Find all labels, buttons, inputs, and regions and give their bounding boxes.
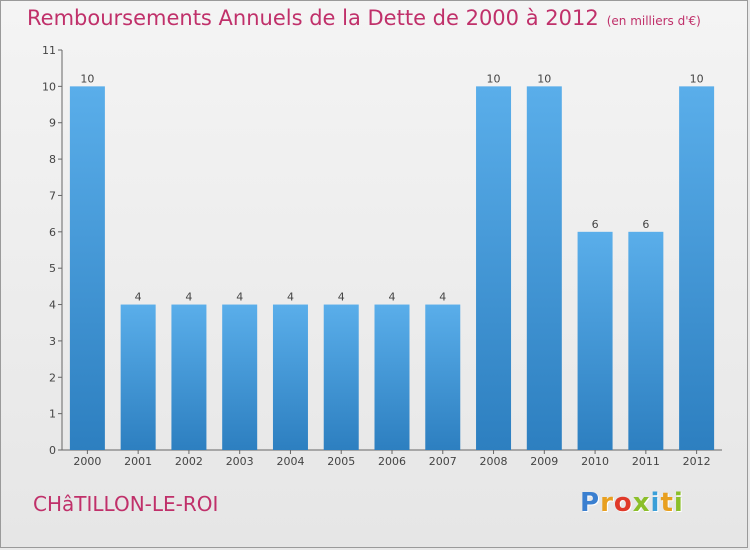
bar <box>120 304 156 450</box>
chart-subtitle: (en milliers d'€) <box>606 14 701 28</box>
logo-letter: P <box>580 488 601 518</box>
bar-value-label: 4 <box>135 291 142 304</box>
y-tick-label: 5 <box>49 262 56 275</box>
x-tick-label: 2006 <box>378 455 406 468</box>
logo-letter: o <box>613 488 633 518</box>
x-tick-label: 2004 <box>276 455 304 468</box>
bar <box>171 304 207 450</box>
x-tick-label: 2005 <box>327 455 355 468</box>
y-tick-label: 9 <box>49 117 56 130</box>
y-tick-label: 1 <box>49 408 56 421</box>
x-tick-label: 2001 <box>124 455 152 468</box>
bar <box>577 231 613 450</box>
bar-value-label: 10 <box>80 72 94 85</box>
x-tick-label: 2003 <box>226 455 254 468</box>
y-tick-label: 3 <box>49 335 56 348</box>
x-tick-label: 2000 <box>73 455 101 468</box>
bar <box>374 304 410 450</box>
bar-value-label: 4 <box>185 291 192 304</box>
y-tick-label: 8 <box>49 153 56 166</box>
bar <box>476 86 512 450</box>
bar-value-label: 10 <box>537 72 551 85</box>
logo-letter: i <box>673 488 684 518</box>
bar-value-label: 4 <box>389 291 396 304</box>
x-tick-label: 2007 <box>429 455 457 468</box>
x-tick-label: 2011 <box>632 455 660 468</box>
logo-letter: i <box>650 488 661 518</box>
x-tick-label: 2002 <box>175 455 203 468</box>
bar-value-label: 6 <box>592 218 599 231</box>
proxiti-logo[interactable]: Proxiti <box>580 488 684 518</box>
bar-value-label: 4 <box>439 291 446 304</box>
x-tick-label: 2008 <box>480 455 508 468</box>
bar <box>222 304 258 450</box>
logo-letter: x <box>632 488 651 518</box>
bar <box>425 304 461 450</box>
bar <box>679 86 715 450</box>
y-tick-label: 6 <box>49 226 56 239</box>
y-tick-label: 4 <box>49 299 56 312</box>
bar <box>526 86 562 450</box>
y-tick-label: 10 <box>42 80 56 93</box>
chart-title-text: Remboursements Annuels de la Dette de 20… <box>27 6 599 30</box>
bar <box>69 86 105 450</box>
commune-name: CHâTILLON-LE-ROI <box>33 492 219 516</box>
bar-value-label: 4 <box>287 291 294 304</box>
bar-value-label: 10 <box>487 72 501 85</box>
x-tick-label: 2012 <box>683 455 711 468</box>
bar-value-label: 4 <box>338 291 345 304</box>
logo-letter: t <box>660 488 674 518</box>
bar <box>272 304 308 450</box>
x-tick-label: 2010 <box>581 455 609 468</box>
bar <box>628 231 664 450</box>
y-tick-label: 11 <box>42 44 56 57</box>
bar-value-label: 10 <box>690 72 704 85</box>
bar-value-label: 6 <box>642 218 649 231</box>
y-tick-label: 2 <box>49 371 56 384</box>
bar <box>323 304 359 450</box>
y-tick-label: 7 <box>49 189 56 202</box>
chart-title: Remboursements Annuels de la Dette de 20… <box>27 6 701 30</box>
bar-value-label: 4 <box>236 291 243 304</box>
logo-letter: r <box>600 488 614 518</box>
y-tick-label: 0 <box>49 444 56 457</box>
x-tick-label: 2009 <box>530 455 558 468</box>
